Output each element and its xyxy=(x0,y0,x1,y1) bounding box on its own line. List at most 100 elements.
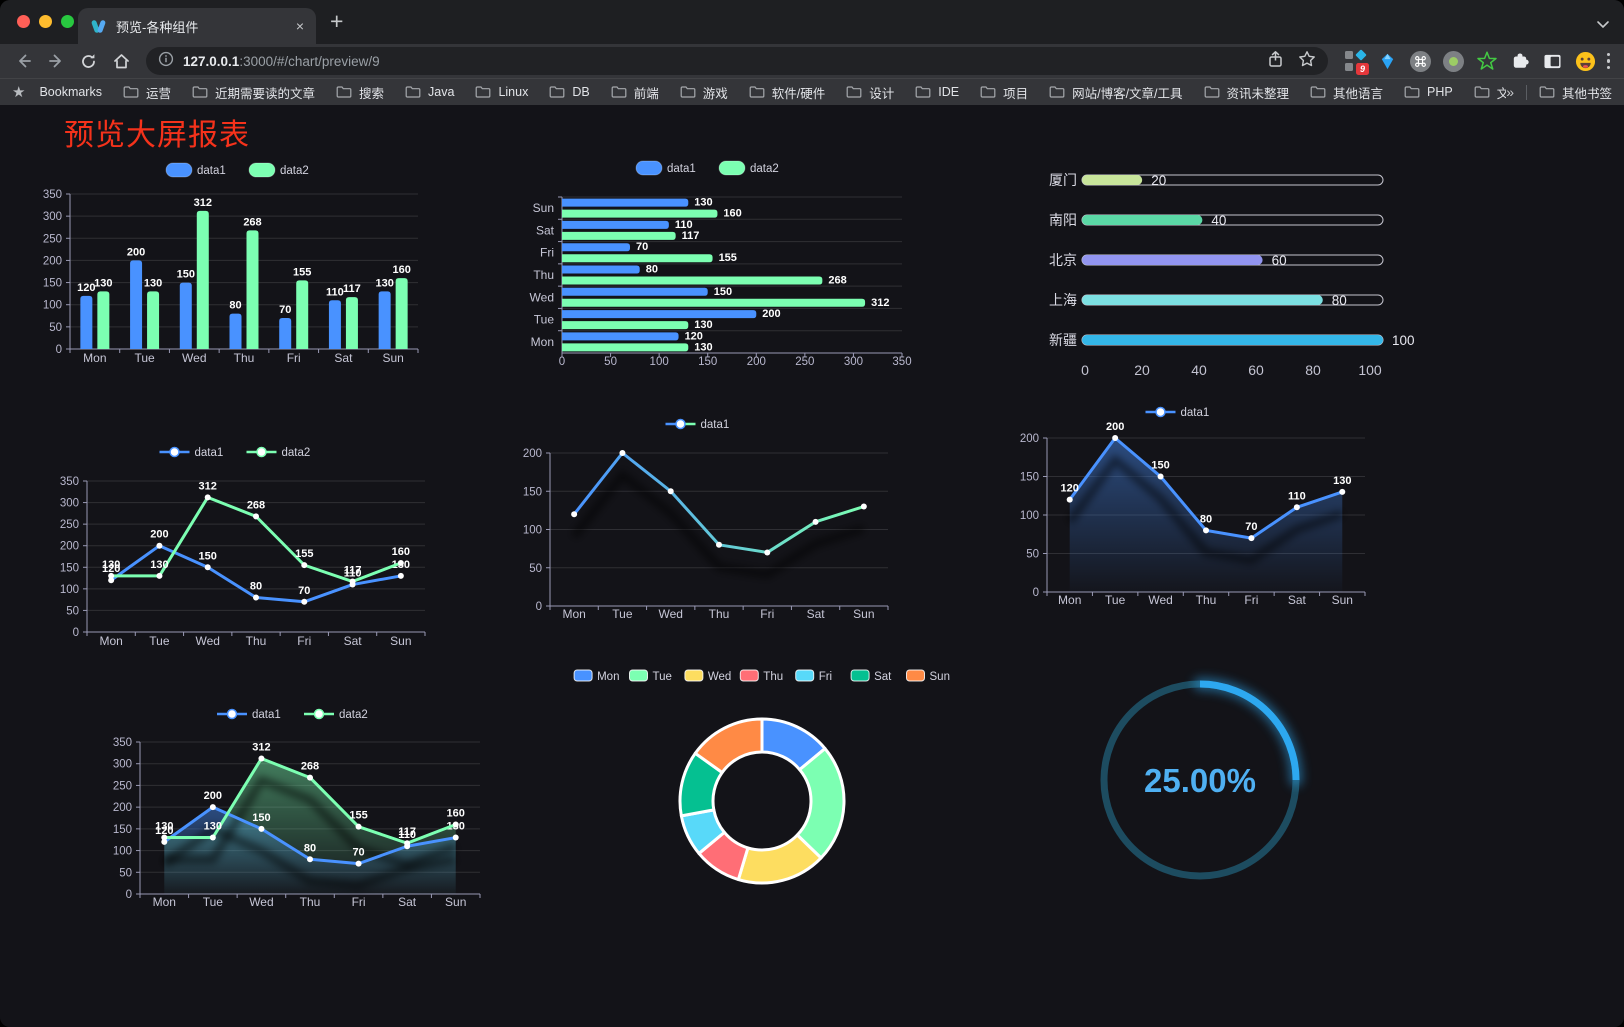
back-button[interactable] xyxy=(15,52,33,70)
forward-button[interactable] xyxy=(47,52,65,70)
bookmarks-overflow-button[interactable]: » xyxy=(1506,84,1514,100)
svg-text:80: 80 xyxy=(1332,293,1347,308)
svg-text:新疆: 新疆 xyxy=(1049,332,1077,348)
svg-text:300: 300 xyxy=(60,498,79,510)
svg-text:data1: data1 xyxy=(195,447,224,459)
new-tab-button[interactable]: + xyxy=(330,8,344,34)
bookmark-folder[interactable]: PHP xyxy=(1404,85,1453,99)
ext-command-icon[interactable] xyxy=(1410,50,1432,72)
svg-text:50: 50 xyxy=(66,605,79,617)
svg-text:Sun: Sun xyxy=(533,201,554,215)
share-icon[interactable] xyxy=(1267,50,1284,73)
other-bookmarks-folder[interactable]: 其他书签 xyxy=(1539,83,1612,102)
svg-text:300: 300 xyxy=(113,759,132,771)
svg-text:50: 50 xyxy=(49,322,62,334)
svg-text:130: 130 xyxy=(94,277,112,289)
traffic-light-zoom[interactable] xyxy=(61,15,74,28)
svg-text:50: 50 xyxy=(1026,549,1039,561)
ext-puzzle-icon[interactable] xyxy=(1509,50,1531,72)
bookmark-folder[interactable]: 文件服务器 xyxy=(1474,83,1506,102)
home-button[interactable] xyxy=(112,52,131,71)
svg-text:80: 80 xyxy=(646,264,658,276)
ext-sidebar-icon[interactable] xyxy=(1542,50,1564,72)
svg-text:120: 120 xyxy=(1061,483,1079,495)
svg-text:110: 110 xyxy=(398,829,416,841)
ext-emoji-icon[interactable] xyxy=(1575,50,1597,72)
bookmark-folder[interactable]: Linux xyxy=(475,85,528,99)
gauge-chart[interactable]: 25.00% xyxy=(1100,677,1303,880)
bookmark-folder[interactable]: 资讯未整理 xyxy=(1204,83,1289,102)
url-bar[interactable]: 127.0.0.1 :3000/#/chart/preview/9 xyxy=(146,47,1328,75)
area-chart-single[interactable]: 0 50 100 150 200 Mon Tue Wed Thu Fri Sat Sun data1 12… xyxy=(980,390,1380,612)
svg-text:200: 200 xyxy=(762,308,780,320)
svg-text:0: 0 xyxy=(559,356,565,368)
svg-text:50: 50 xyxy=(604,356,617,368)
svg-text:70: 70 xyxy=(298,585,310,597)
vertical-bar-chart[interactable]: 0 50 100 150 200 250 300 350 Mon Tue Wed Thu Fri Sat S… xyxy=(30,150,450,375)
traffic-light-close[interactable] xyxy=(17,15,30,28)
bookmark-folder[interactable]: 软件/硬件 xyxy=(749,83,825,102)
svg-text:200: 200 xyxy=(113,802,132,814)
svg-text:200: 200 xyxy=(150,529,168,541)
svg-text:Thu: Thu xyxy=(709,607,730,621)
bookmark-folder[interactable]: 近期需要读的文章 xyxy=(192,83,315,102)
line-chart-two-series[interactable]: 0 50 100 150 200 250 300 350 Mon Tue Wed Thu Fri Sat S… xyxy=(30,430,445,655)
svg-text:Thu: Thu xyxy=(234,351,255,365)
svg-text:100: 100 xyxy=(113,846,132,858)
svg-text:40: 40 xyxy=(1191,362,1207,378)
line-chart-gradient[interactable]: 0 50 100 150 200 Mon Tue Wed Thu Fri Sat Sun data1 xyxy=(500,408,900,628)
horizontal-bar-chart[interactable]: data1 data2 0 50 100 150 200 250 300 350 Sun Sat Fri… xyxy=(500,146,920,378)
svg-text:0: 0 xyxy=(1033,587,1039,599)
svg-text:155: 155 xyxy=(349,810,367,822)
svg-text:Tue: Tue xyxy=(534,313,555,327)
svg-text:200: 200 xyxy=(204,790,222,802)
svg-text:70: 70 xyxy=(1245,521,1257,533)
bookmark-star-icon[interactable] xyxy=(1298,50,1316,73)
svg-text:Tue: Tue xyxy=(203,895,224,909)
svg-text:Mon: Mon xyxy=(83,351,106,365)
bookmark-folder[interactable]: 设计 xyxy=(846,83,894,102)
reload-button[interactable] xyxy=(79,52,98,71)
svg-text:data2: data2 xyxy=(282,447,311,459)
bookmark-folder[interactable]: 项目 xyxy=(980,83,1028,102)
svg-text:80: 80 xyxy=(250,580,262,592)
svg-text:117: 117 xyxy=(682,230,700,242)
tab-search-chevron-icon[interactable] xyxy=(1596,16,1610,34)
svg-text:20: 20 xyxy=(1151,173,1166,188)
tab-close-button[interactable]: × xyxy=(295,18,304,34)
bookmark-folder[interactable]: IDE xyxy=(915,85,959,99)
bookmark-folder[interactable]: 搜索 xyxy=(336,83,384,102)
svg-text:200: 200 xyxy=(747,356,766,368)
traffic-light-minimize[interactable] xyxy=(39,15,52,28)
bookmark-folder[interactable]: 前端 xyxy=(611,83,659,102)
browser-menu-icon[interactable] xyxy=(1606,52,1610,70)
bookmark-folder[interactable]: Java xyxy=(405,85,454,99)
url-path: :3000/#/chart/preview/9 xyxy=(239,53,380,69)
svg-text:110: 110 xyxy=(1288,490,1306,502)
progress-bar-chart[interactable]: 厦门 20 南阳 40 北京 60 上海 80 新疆 100 0 20 40 60 80 100 xyxy=(985,150,1425,390)
bookmark-folder[interactable]: 其他语言 xyxy=(1310,83,1383,102)
bookmark-folder[interactable]: 运营 xyxy=(123,83,171,102)
svg-text:300: 300 xyxy=(43,211,62,223)
bookmarks-manager[interactable]: ★ Bookmarks xyxy=(12,83,102,101)
bookmark-folder[interactable]: 游戏 xyxy=(680,83,728,102)
bookmark-folder[interactable]: 网站/博客/文章/工具 xyxy=(1049,83,1183,102)
svg-text:Wed: Wed xyxy=(249,895,273,909)
svg-text:155: 155 xyxy=(293,266,311,278)
svg-text:130: 130 xyxy=(694,341,712,353)
dashboard-page: 预览大屏报表 0 50 100 150 200 250 300 350 Mon Tue Wed Thu… xyxy=(0,105,1624,1027)
ext-record-icon[interactable] xyxy=(1443,50,1465,72)
ext-grid-icon[interactable]: 9 xyxy=(1344,49,1369,75)
svg-text:130: 130 xyxy=(144,277,162,289)
ext-star-icon[interactable] xyxy=(1476,50,1498,72)
bookmark-folder[interactable]: DB xyxy=(549,85,590,99)
ext-gem-icon[interactable] xyxy=(1377,50,1399,72)
svg-text:120: 120 xyxy=(102,563,120,575)
area-chart-two-series[interactable]: 0 50 100 150 200 250 300 350 Mon Tue Wed Thu Fri Sat S… xyxy=(95,692,495,914)
browser-tab[interactable]: 预览-各种组件 × xyxy=(78,8,316,44)
donut-pie-chart[interactable]: Mon Tue Wed Thu Fri Sat Sun xyxy=(558,655,966,897)
svg-text:Wed: Wed xyxy=(195,634,219,648)
svg-text:0: 0 xyxy=(536,601,542,613)
site-info-icon[interactable] xyxy=(158,51,174,72)
